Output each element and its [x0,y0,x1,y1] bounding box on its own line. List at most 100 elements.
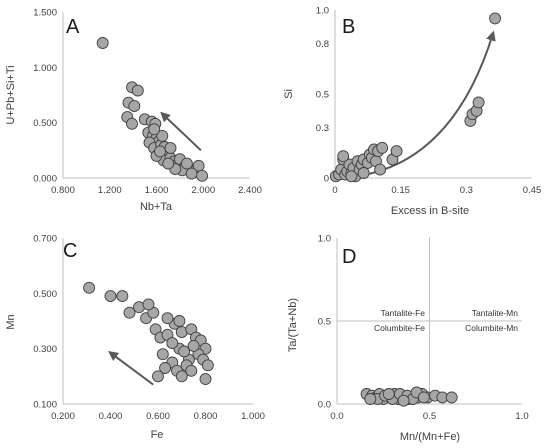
panel-b-y-ticks: 0 0.3 0.5 0.8 1.0 [316,6,329,185]
panel-c: C 0.200 0.400 0.600 0.800 1.000 0.1000.3000.… [5,234,265,442]
field-columbite-fe: Columbite-Fe [374,323,425,333]
panel-c-data-point [199,373,212,386]
panel-d-data-point [397,394,410,407]
panel-c-y-label: Mn [5,314,17,329]
panel-c-data-point [152,370,164,383]
panel-d-label: D [342,246,356,268]
panel-c-data-point [123,306,136,319]
panel-d-data-point [445,391,458,404]
panel-b-y-label: Si [283,89,295,99]
panel-c-y-ticks: 0.100 0.300 0.500 0.700 [33,234,57,411]
panel-b-y-tick-label: 0.8 [316,39,329,50]
field-columbite-mn: Columbite-Mn [465,323,518,333]
panel-a-data-point [164,142,177,155]
panel-b-x-ticks: 0 0.15 0.3 0.45 [332,185,541,196]
panel-a-y-label: U+Pb+Si+Ti [5,65,17,124]
panel-b-y-tick-label: 0.3 [316,123,329,134]
panel-d-points [360,386,458,407]
panel-d-x-tick-label: 1.0 [515,411,528,422]
panel-b-data-point [376,141,389,154]
panel-c-label: C [63,240,77,262]
panel-d-data-point [417,391,430,404]
panel-b-data-point [472,96,485,109]
panel-c-data-point [175,370,188,383]
panel-d-y-ticks: 0.0 0.5 1.0 [318,234,331,411]
panel-c-data-point [185,364,198,377]
panel-b-label: B [342,16,355,38]
panel-c-x-ticks: 0.200 0.400 0.600 0.800 1.000 [51,411,265,422]
panel-a-trend-arrow [160,111,202,152]
panel-c-x-tick-label: 0.200 [51,411,75,422]
panel-a-data-point [128,100,141,113]
panel-d-data-point [364,393,377,405]
panel-a-y-tick-label: 0.000 [33,174,57,185]
panel-c-data-point [156,348,169,361]
panel-a-data-point [126,117,138,130]
panel-c-data-point [142,298,155,311]
panel-a-data-point [156,129,169,142]
panel-a-x-ticks: 0.800 1.200 1.600 2.000 2.400 [51,185,262,196]
panel-c-data-point [116,290,129,303]
panel-a-x-tick-label: 1.600 [145,185,169,196]
panel-c-x-label: Fe [151,429,164,441]
panel-c-data-point [173,315,186,327]
panel-d-x-tick-label: 0.0 [330,411,343,422]
panel-a-data-point [154,145,166,158]
panel-b-data-point [390,145,403,158]
panel-a-y-ticks: 0.000 0.500 1.000 1.500 [33,8,57,185]
panel-a-y-tick-label: 1.000 [33,63,57,74]
panel-d: D 0.0 0.5 1.0 0.0 0.5 1.0 Tantalite-Fe Colum… [287,234,529,444]
panel-b-data-point [489,12,502,25]
panel-c-x-tick-label: 0.600 [146,411,170,422]
panel-d-y-tick-label: 1.0 [318,234,331,245]
panel-a-data-point [131,84,144,97]
panel-b-y-tick-label: 0 [324,174,329,185]
panel-c-data-point [201,359,214,372]
panel-b-x-tick-label: 0.15 [391,185,410,196]
panel-b-x-label: Excess in B-site [391,205,469,217]
panel-c-x-tick-label: 0.800 [194,411,218,422]
panel-c-data-point [166,337,179,350]
panel-b-x-tick-label: 0.45 [523,185,542,196]
panel-c-y-tick-label: 0.100 [33,400,57,411]
panel-a-y-tick-label: 0.500 [33,118,57,129]
panel-a-x-tick-label: 0.800 [51,185,75,196]
panel-a-x-tick-label: 1.200 [98,185,122,196]
panel-d-y-label: Ta/(Ta+Nb) [287,298,299,352]
panel-b-y-tick-label: 0.5 [316,90,329,101]
panel-a-label: A [66,16,80,38]
panel-c-data-point [104,290,117,303]
panel-d-data-point [382,388,395,400]
panel-a-x-tick-label: 2.000 [191,185,215,196]
panel-a-x-tick-label: 2.400 [238,185,262,196]
panel-a-data-point [148,123,161,136]
panel-c-x-tick-label: 1.000 [241,411,265,422]
panel-d-y-tick-label: 0.0 [318,400,331,411]
panel-d-x-label: Mn/(Mn+Fe) [400,431,460,443]
panel-d-x-tick-label: 0.5 [423,411,436,422]
panel-b-y-tick-label: 1.0 [316,6,329,17]
panel-c-trend-arrow [108,351,154,386]
panel-a-data-point [196,169,209,182]
panel-a-data-point [96,37,109,49]
panel-b-points [329,12,502,183]
panel-d-y-tick-label: 0.5 [318,317,331,328]
panel-a-x-label: Nb+Ta [140,201,173,213]
panel-b-data-point [337,150,350,163]
panel-c-data-point [161,312,174,325]
panel-c-y-tick-label: 0.500 [33,289,57,300]
panel-c-data-point [159,362,172,374]
panel-c-data-point [83,281,96,294]
panel-a-data-point [162,157,175,170]
panel-c-x-tick-label: 0.400 [99,411,123,422]
panel-b-data-point [345,170,358,183]
panel-b-x-tick-label: 0.3 [460,185,473,196]
panel-a-data-point [185,167,198,180]
panel-a-data-point [180,157,193,170]
field-tantalite-fe: Tantalite-Fe [381,308,426,318]
panel-a: A 0.800 1.200 1.600 2.000 2.400 0.000 0.500 1.… [5,8,262,214]
panel-b: B 0 0.15 0.3 0.45 0 0.3 0.5 0.8 1.0 Excess in B… [283,6,541,218]
panel-c-data-point [178,345,191,358]
panel-a-points [96,37,209,182]
